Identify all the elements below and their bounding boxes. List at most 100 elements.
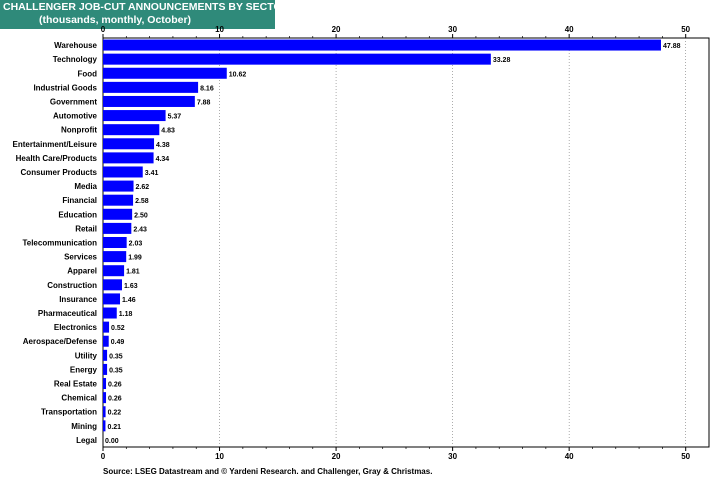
data-label: 0.26 (108, 382, 122, 389)
data-label: 2.43 (133, 226, 147, 233)
bar (103, 39, 661, 51)
category-label: Entertainment/Leisure (13, 140, 98, 149)
bar (103, 321, 110, 333)
x-tick-label-bottom: 0 (101, 452, 106, 461)
category-label: Electronics (54, 323, 98, 332)
data-label: 1.63 (124, 283, 138, 290)
data-label: 0.52 (111, 325, 125, 332)
bar (103, 293, 121, 305)
data-label: 2.58 (135, 198, 149, 205)
category-label: Retail (75, 224, 97, 233)
x-tick-label-top: 50 (681, 25, 690, 34)
x-tick-label-bottom: 40 (565, 452, 574, 461)
bar (103, 124, 160, 136)
data-label: 7.88 (197, 99, 211, 106)
bar (103, 392, 107, 404)
category-label: Government (50, 97, 97, 106)
category-label: Warehouse (54, 41, 97, 50)
source-note: Source: LSEG Datastream and © Yardeni Re… (103, 467, 433, 476)
data-label: 4.38 (156, 142, 170, 149)
data-label: 2.50 (134, 212, 148, 219)
category-label: Food (77, 69, 97, 78)
bar (103, 110, 166, 122)
x-tick-label-top: 40 (565, 25, 574, 34)
category-label: Health Care/Products (16, 154, 98, 163)
x-tick-label-bottom: 30 (448, 452, 457, 461)
data-label: 1.81 (126, 269, 140, 276)
chart-title-box: CHALLENGER JOB-CUT ANNOUNCEMENTS BY SECT… (0, 0, 297, 29)
bar (103, 279, 122, 291)
bar (103, 363, 108, 375)
bar (103, 236, 127, 249)
x-tick-label-bottom: 10 (215, 452, 224, 461)
category-label: Legal (76, 436, 97, 445)
x-tick-label-top: 20 (332, 25, 341, 34)
data-label: 2.03 (129, 241, 143, 248)
category-label: Technology (53, 55, 98, 64)
category-label: Consumer Products (21, 168, 98, 177)
bar (103, 222, 132, 234)
x-tick-label-top: 10 (215, 25, 224, 34)
x-tick-label-top: 0 (101, 25, 106, 34)
x-tick-label-top: 30 (448, 25, 457, 34)
data-label: 1.46 (122, 297, 136, 304)
bar (103, 251, 127, 263)
data-label: 10.62 (229, 71, 247, 78)
bar (103, 420, 106, 432)
category-label: Real Estate (54, 380, 98, 389)
category-label: Pharmaceutical (38, 309, 97, 318)
bar (103, 349, 108, 361)
data-label: 0.22 (108, 410, 122, 417)
category-label: Transportation (41, 408, 97, 417)
category-label: Telecommunication (22, 239, 97, 248)
category-label: Nonprofit (61, 126, 97, 135)
category-label: Aerospace/Defense (23, 337, 98, 346)
chart-title: CHALLENGER JOB-CUT ANNOUNCEMENTS BY SECT… (3, 1, 297, 13)
data-label: 4.83 (161, 128, 175, 135)
data-label: 4.34 (156, 156, 170, 163)
category-label: Services (64, 253, 97, 262)
category-label: Mining (71, 422, 97, 431)
data-label: 3.41 (145, 170, 159, 177)
bar (103, 378, 107, 390)
bar (103, 138, 155, 150)
category-label: Apparel (67, 267, 97, 276)
bar (103, 53, 491, 65)
chart-subtitle: (thousands, monthly, October) (39, 14, 192, 26)
category-label: Automotive (53, 112, 98, 121)
x-tick-label-bottom: 20 (332, 452, 341, 461)
bar (103, 406, 106, 418)
data-label: 8.16 (200, 85, 214, 92)
data-label: 33.28 (493, 57, 511, 64)
category-label: Education (58, 210, 97, 219)
bar (103, 208, 133, 220)
category-label: Industrial Goods (33, 83, 97, 92)
category-label: Energy (70, 365, 98, 374)
data-label: 47.88 (663, 43, 681, 50)
bar (103, 81, 199, 93)
bar (103, 335, 109, 347)
bar (103, 166, 143, 178)
data-label: 0.00 (105, 438, 119, 445)
bar (103, 307, 117, 319)
category-label: Construction (47, 281, 97, 290)
x-tick-label-bottom: 50 (681, 452, 690, 461)
data-label: 2.62 (136, 184, 150, 191)
data-label: 0.35 (109, 353, 123, 360)
bar (103, 152, 154, 164)
data-label: 0.21 (107, 424, 121, 431)
category-label: Chemical (61, 394, 97, 403)
data-label: 0.26 (108, 396, 122, 403)
category-label: Insurance (59, 295, 97, 304)
category-label: Media (74, 182, 97, 191)
bar (103, 194, 134, 206)
bar (103, 180, 134, 192)
data-label: 0.35 (109, 367, 123, 374)
category-label: Utility (75, 351, 98, 360)
data-label: 1.18 (119, 311, 133, 318)
bar (103, 95, 195, 107)
data-label: 0.49 (111, 339, 125, 346)
bar (103, 265, 125, 277)
bar (103, 67, 227, 79)
